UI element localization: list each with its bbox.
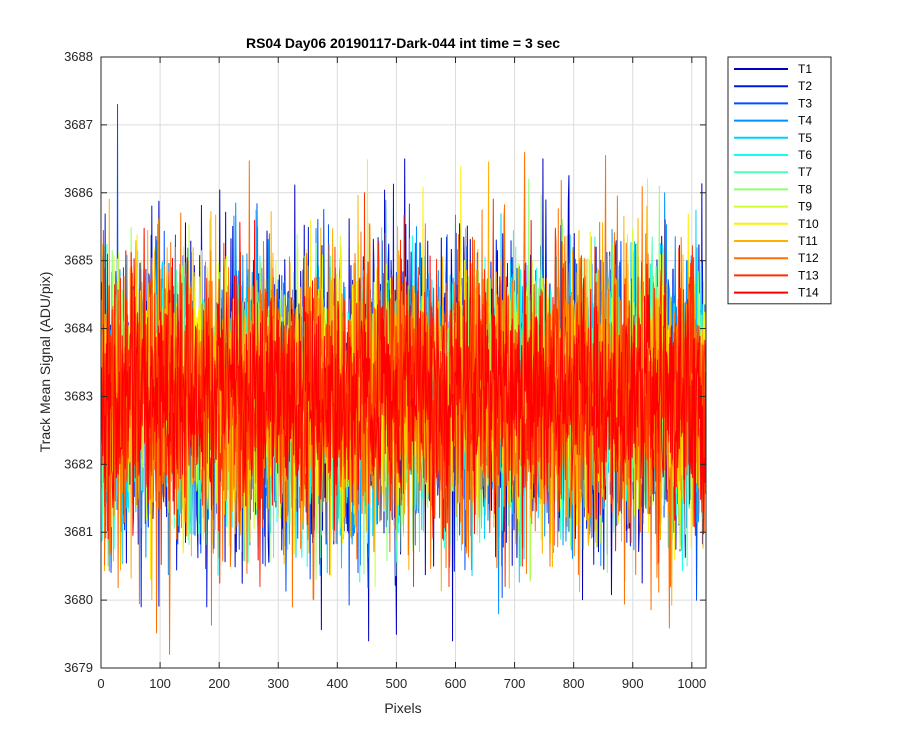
legend-label: T4: [798, 114, 812, 128]
legend-label: T1: [798, 62, 812, 76]
plot-frame: [100, 56, 707, 669]
legend-label: T8: [798, 182, 812, 196]
y-tick-label: 3688: [64, 49, 93, 64]
y-tick-label: 3683: [64, 388, 93, 403]
legend-label: T14: [798, 286, 819, 300]
legend-label: T10: [798, 217, 819, 231]
legend-label: T12: [798, 251, 819, 265]
ticks: 0 100 200 300 400 500 600 700 800 900 1000 3679 3680…: [64, 49, 706, 691]
y-tick-label: 3679: [64, 660, 93, 675]
legend-box: [727, 56, 832, 305]
x-tick-label: 500: [386, 676, 408, 691]
x-tick-label: 200: [208, 676, 230, 691]
legend-label: T9: [798, 200, 812, 214]
x-tick-label: 900: [622, 676, 644, 691]
y-tick-label: 3681: [64, 524, 93, 539]
legend-label: T2: [798, 79, 812, 93]
x-tick-label: 600: [445, 676, 467, 691]
legend-label: T11: [798, 234, 818, 248]
legend-label: T5: [798, 131, 812, 145]
legend-label: T13: [798, 268, 819, 282]
y-tick-label: 3686: [64, 185, 93, 200]
x-tick-label: 100: [149, 676, 171, 691]
x-tick-label: 400: [326, 676, 348, 691]
y-tick-label: 3684: [64, 321, 93, 336]
legend-label: T6: [798, 148, 812, 162]
y-tick-label: 3685: [64, 253, 93, 268]
series-layer: [101, 104, 707, 655]
x-tick-label: 700: [504, 676, 526, 691]
legend-label: T3: [798, 96, 812, 110]
series-t14-line: [101, 219, 707, 567]
chart-title: RS04 Day06 20190117-Dark-044 int time = …: [246, 35, 560, 51]
x-axis-label: Pixels: [384, 700, 421, 716]
x-tick-label: 0: [97, 676, 104, 691]
y-tick-label: 3680: [64, 592, 93, 607]
x-tick-label: 800: [563, 676, 585, 691]
y-tick-label: 3682: [64, 456, 93, 471]
x-tick-label: 300: [267, 676, 289, 691]
y-axis-label: Track Mean Signal (ADU/pix): [37, 272, 53, 453]
x-tick-label: 1000: [677, 676, 706, 691]
y-tick-label: 3687: [64, 117, 93, 132]
legend-label: T7: [798, 165, 812, 179]
legend: T1 T2 T3 T4 T5 T6 T7 T8 T9 T10 T11 T12 T13 T14: [727, 56, 832, 305]
